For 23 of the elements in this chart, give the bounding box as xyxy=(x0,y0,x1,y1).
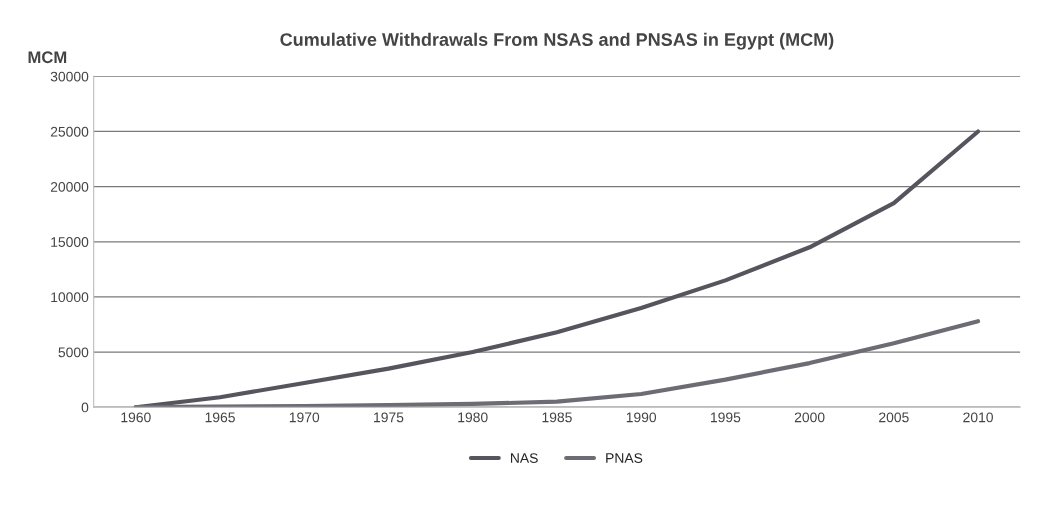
x-tick-label: 2010 xyxy=(963,412,993,423)
x-tick-label: 1990 xyxy=(626,412,657,423)
x-tick-label: 1960 xyxy=(121,412,151,423)
y-tick-label: 30000 xyxy=(50,71,89,82)
x-tick-label: 1975 xyxy=(374,412,404,423)
y-tick-label: 10000 xyxy=(51,292,89,303)
legend-label: PNAS xyxy=(606,453,643,463)
y-tick-label: 0 xyxy=(81,402,89,413)
x-tick-label: 2000 xyxy=(794,412,825,423)
legend-label: NAS xyxy=(510,453,538,463)
x-tick-label: 1985 xyxy=(542,412,572,423)
x-tick-label: 1995 xyxy=(711,412,741,423)
y-tick-label: 20000 xyxy=(50,181,89,192)
x-tick-label: 1980 xyxy=(458,412,488,423)
line-series xyxy=(133,319,981,408)
x-tick-label: 2005 xyxy=(879,412,909,423)
x-tick-label: 1970 xyxy=(289,412,320,423)
y-axis-title: MCM xyxy=(28,51,67,64)
y-tick-label: 25000 xyxy=(50,126,89,137)
x-tick-label: 1965 xyxy=(205,412,235,423)
y-tick-label: 5000 xyxy=(58,347,89,358)
y-tick-label: 15000 xyxy=(51,237,89,247)
chart-title: Cumulative Withdrawals From NSAS and PNSAS in Egypt (MCM) xyxy=(280,32,834,50)
